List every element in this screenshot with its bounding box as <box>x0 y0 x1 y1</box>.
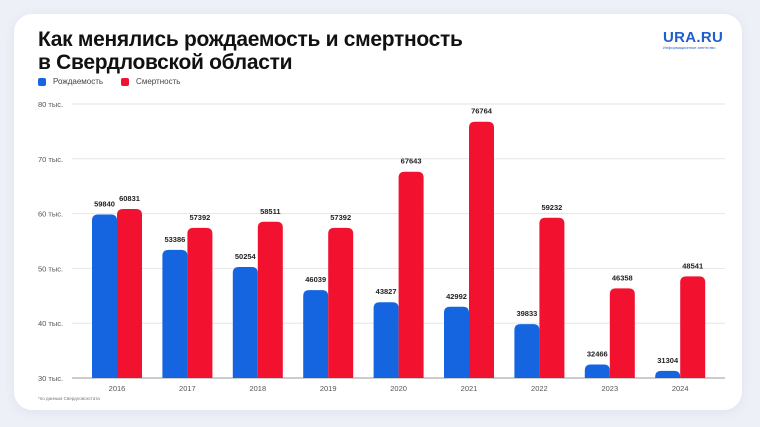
data-label-death: 76764 <box>471 107 493 116</box>
logo-text: URA.RU <box>663 29 724 46</box>
x-tick-label: 2021 <box>461 384 478 393</box>
title-line-1: Как менялись рождаемость и смертность <box>38 28 463 51</box>
data-label-death: 57392 <box>330 213 351 222</box>
y-tick-label: 30 тыс. <box>38 374 63 383</box>
x-tick-label: 2022 <box>531 384 548 393</box>
bar-death <box>117 209 142 378</box>
legend-label-birth: Рождаемость <box>53 77 104 86</box>
bar-birth <box>232 267 258 378</box>
bar-death <box>187 227 213 378</box>
data-label-birth: 32466 <box>587 349 608 358</box>
x-tick-label: 2019 <box>320 384 337 393</box>
data-label-death: 57392 <box>189 213 210 222</box>
legend-swatch-death <box>121 77 130 86</box>
data-label-death: 48541 <box>682 261 703 270</box>
legend: Рождаемость Смертность <box>38 77 180 86</box>
data-label-birth: 43827 <box>376 287 397 296</box>
data-label-birth: 59840 <box>94 199 115 208</box>
bar-birth <box>303 290 329 378</box>
bar-birth <box>162 249 188 378</box>
data-label-death: 59232 <box>541 203 562 212</box>
bar-death <box>680 276 706 378</box>
data-label-birth: 42992 <box>446 292 467 301</box>
x-tick-label: 2018 <box>249 384 266 393</box>
data-label-death: 60831 <box>119 194 140 203</box>
x-tick-label: 2017 <box>179 384 196 393</box>
data-label-birth: 50254 <box>235 252 257 261</box>
source-footnote: *по данным Свердловскстата <box>38 396 100 401</box>
ura-logo: URA.RU Информационное агентство <box>663 30 723 50</box>
data-label-birth: 31304 <box>657 356 679 365</box>
y-tick-label: 60 тыс. <box>38 210 63 219</box>
data-label-birth: 46039 <box>305 275 326 284</box>
bar-death <box>539 217 565 378</box>
x-tick-label: 2023 <box>601 384 618 393</box>
legend-item-birth: Рождаемость <box>38 77 103 86</box>
bar-death <box>398 171 424 378</box>
data-label-birth: 53386 <box>164 235 185 244</box>
legend-swatch-birth <box>38 77 46 86</box>
y-tick-label: 50 тыс. <box>38 264 63 273</box>
data-label-death: 67643 <box>401 157 422 166</box>
bar-birth <box>584 364 610 378</box>
y-tick-label: 70 тыс. <box>38 155 63 164</box>
x-tick-label: 2016 <box>109 384 126 393</box>
data-label-death: 58511 <box>260 207 280 216</box>
y-tick-label: 40 тыс. <box>38 319 63 328</box>
legend-label-death: Смертность <box>136 77 181 86</box>
bar-birth <box>373 302 399 378</box>
x-tick-label: 2020 <box>390 384 407 393</box>
chart-title: Как менялись рождаемость и смертность в … <box>38 28 463 74</box>
bar-birth <box>655 370 681 378</box>
data-label-birth: 39833 <box>516 309 537 318</box>
legend-item-death: Смертность <box>121 77 180 86</box>
bar-death <box>469 121 494 378</box>
bar-death <box>609 288 635 378</box>
bar-birth <box>444 306 469 378</box>
y-tick-label: 80 тыс. <box>38 100 63 109</box>
bar-birth <box>92 214 117 378</box>
data-label-death: 46358 <box>612 273 633 282</box>
title-line-2: в Свердловской области <box>38 51 293 74</box>
bar-birth <box>514 324 540 378</box>
bar-death <box>257 221 283 378</box>
x-tick-label: 2024 <box>672 384 689 393</box>
logo-subtitle: Информационное агентство <box>663 45 716 50</box>
bar-death <box>328 227 354 378</box>
